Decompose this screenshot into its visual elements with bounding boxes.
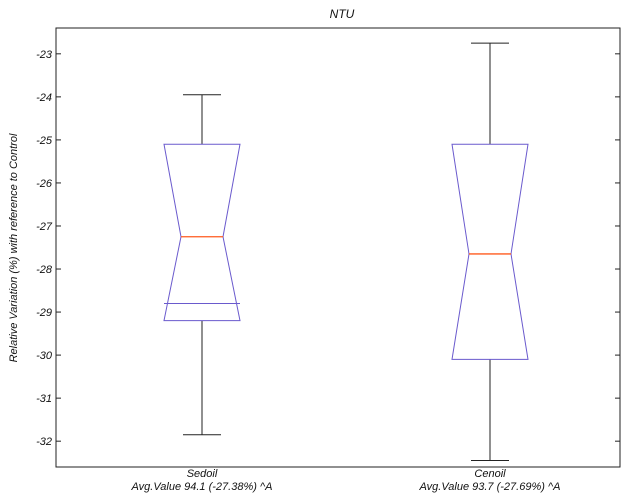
chart-title: NTU: [330, 7, 355, 21]
y-tick-label: -28: [36, 264, 53, 276]
category-label: Cenoil: [474, 468, 506, 480]
y-tick-label: -29: [36, 307, 52, 319]
notched-box: [163, 143, 241, 322]
box-1: [163, 94, 241, 436]
box-2: [451, 42, 529, 462]
y-tick-label: -23: [36, 49, 53, 61]
notched-box: [451, 143, 529, 360]
y-tick-label: -32: [36, 436, 52, 448]
y-tick-label: -25: [36, 135, 53, 147]
category-sublabel: Avg.Value 94.1 (-27.38%) ^A: [131, 481, 273, 493]
y-axis-label: Relative Variation (%) with reference to…: [8, 133, 20, 362]
y-tick-label: -26: [36, 178, 53, 190]
y-tick-label: -24: [36, 92, 52, 104]
box-series: [163, 42, 529, 462]
y-axis-ticks: -32 -31 -30 -29 -28 -27 -26 -25 -24 -23: [36, 49, 620, 448]
plot-frame: [55, 27, 621, 468]
category-label: Sedoil: [187, 468, 218, 480]
y-tick-label: -30: [36, 350, 53, 362]
y-tick-label: -27: [36, 221, 53, 233]
y-tick-label: -31: [36, 393, 52, 405]
category-sublabel: Avg.Value 93.7 (-27.69%) ^A: [419, 481, 561, 493]
